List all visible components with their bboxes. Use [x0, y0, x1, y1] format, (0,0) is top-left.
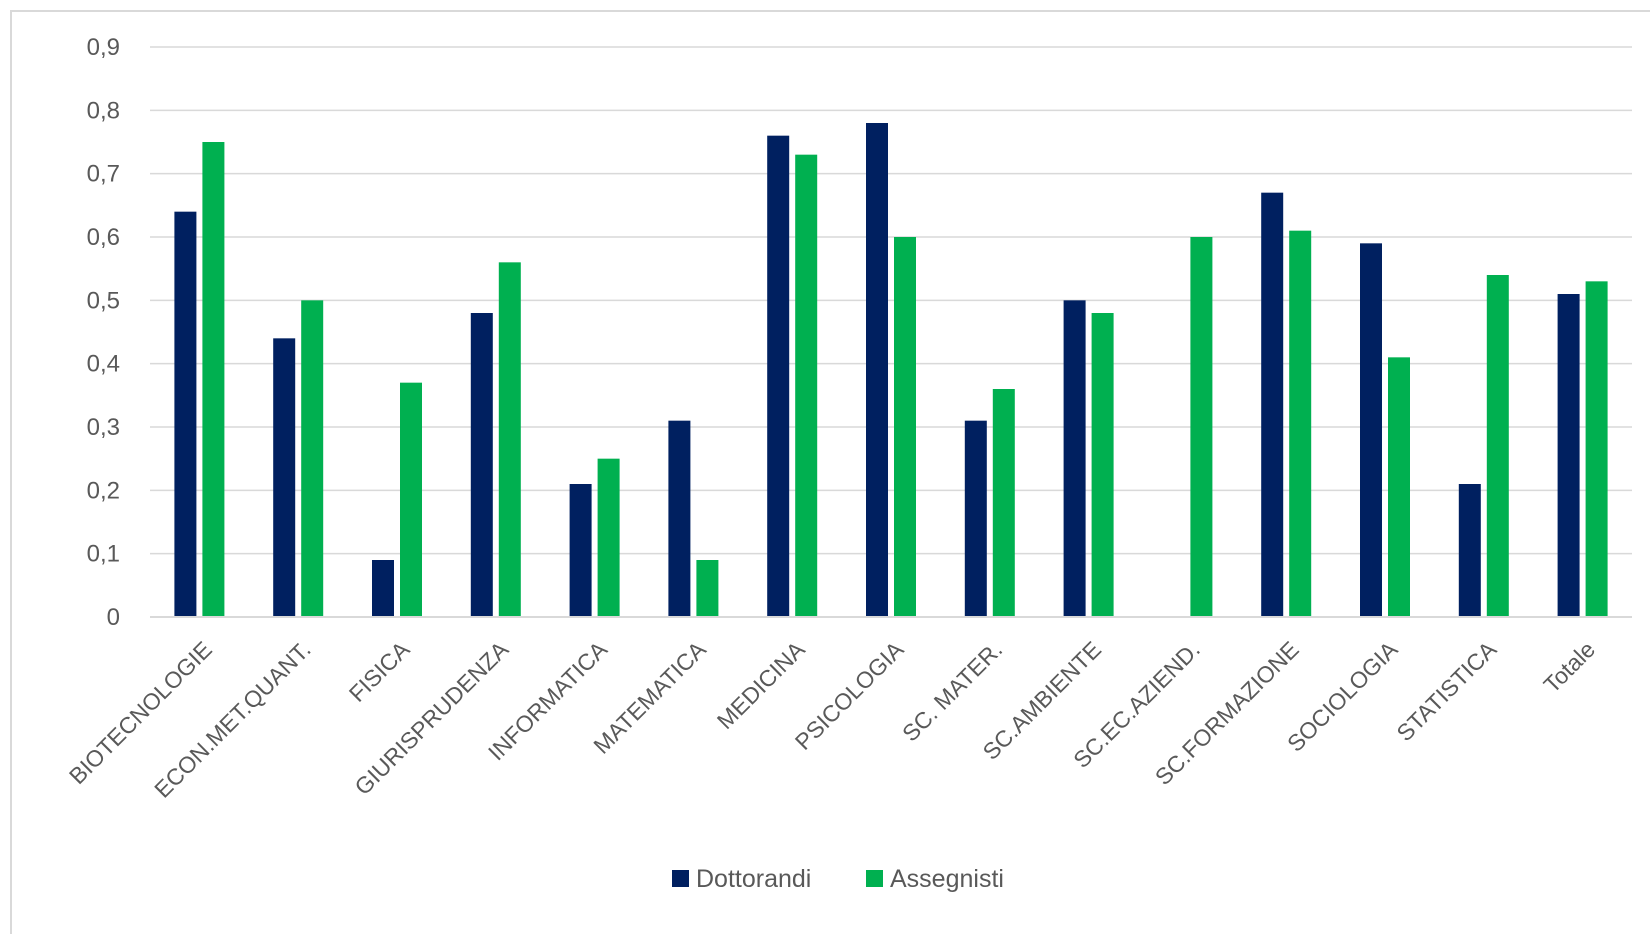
bar-dottorandi-13: [1458, 484, 1481, 617]
bar-dottorandi-7: [866, 123, 888, 617]
y-tick-label: 0,7: [87, 161, 120, 188]
legend-swatch-dottorandi: [672, 870, 689, 887]
bar-dottorandi-9: [1063, 300, 1086, 617]
x-tick-label: STATISTICA: [1391, 636, 1501, 746]
bar-dottorandi-3: [470, 313, 493, 617]
bar-dottorandi-2: [372, 560, 394, 617]
bar-dottorandi-1: [273, 338, 296, 617]
bar-assegnisti-7: [894, 237, 916, 617]
bar-assegnisti-5: [696, 560, 719, 617]
x-tick-label: SC. MATER.: [897, 636, 1007, 746]
x-tick-label: FISICA: [344, 636, 415, 707]
bar-assegnisti-3: [498, 262, 521, 617]
bar-assegnisti-8: [992, 389, 1015, 617]
y-tick-label: 0,3: [87, 414, 120, 441]
y-tick-label: 0: [107, 604, 120, 631]
legend: Dottorandi Assegnisti: [672, 865, 1004, 893]
y-tick-label: 0,5: [87, 287, 120, 314]
y-tick-label: 0,9: [87, 34, 120, 61]
bar-assegnisti-4: [597, 458, 620, 617]
bar-assegnisti-11: [1289, 230, 1312, 617]
bar-dottorandi-4: [569, 484, 592, 617]
bar-assegnisti-13: [1486, 275, 1509, 617]
legend-label-assegnisti: Assegnisti: [890, 865, 1004, 893]
bar-assegnisti-6: [795, 154, 818, 617]
bar-dottorandi-6: [767, 135, 790, 617]
bar-assegnisti-1: [301, 300, 324, 617]
bar-assegnisti-14: [1585, 281, 1608, 617]
gridlines: [150, 46, 1632, 555]
bar-dottorandi-0: [174, 211, 197, 617]
bar-assegnisti-10: [1190, 237, 1213, 617]
x-tick-label: Totale: [1538, 636, 1600, 698]
y-tick-label: 0,8: [87, 97, 120, 124]
y-axis-ticks: 0 0,1 0,2 0,3 0,4 0,5 0,6 0,7 0,8 0,9: [87, 34, 120, 631]
bar-assegnisti-12: [1388, 357, 1410, 617]
bar-dottorandi-8: [964, 420, 987, 617]
bar-dottorandi-11: [1261, 192, 1284, 617]
bar-dottorandi-14: [1557, 294, 1580, 617]
bar-dottorandi-5: [668, 420, 691, 617]
y-tick-label: 0,2: [87, 477, 120, 504]
bar-assegnisti-9: [1091, 313, 1114, 617]
legend-label-dottorandi: Dottorandi: [696, 865, 811, 893]
y-tick-label: 0,4: [87, 351, 120, 378]
bar-assegnisti-2: [400, 382, 422, 617]
y-tick-label: 0,1: [87, 541, 120, 568]
bar-assegnisti-0: [202, 142, 225, 617]
y-tick-label: 0,6: [87, 224, 120, 251]
bar-dottorandi-12: [1360, 243, 1382, 618]
bars: [174, 123, 1608, 618]
x-tick-label: MEDICINA: [712, 636, 810, 734]
legend-swatch-assegnisti: [866, 870, 883, 887]
